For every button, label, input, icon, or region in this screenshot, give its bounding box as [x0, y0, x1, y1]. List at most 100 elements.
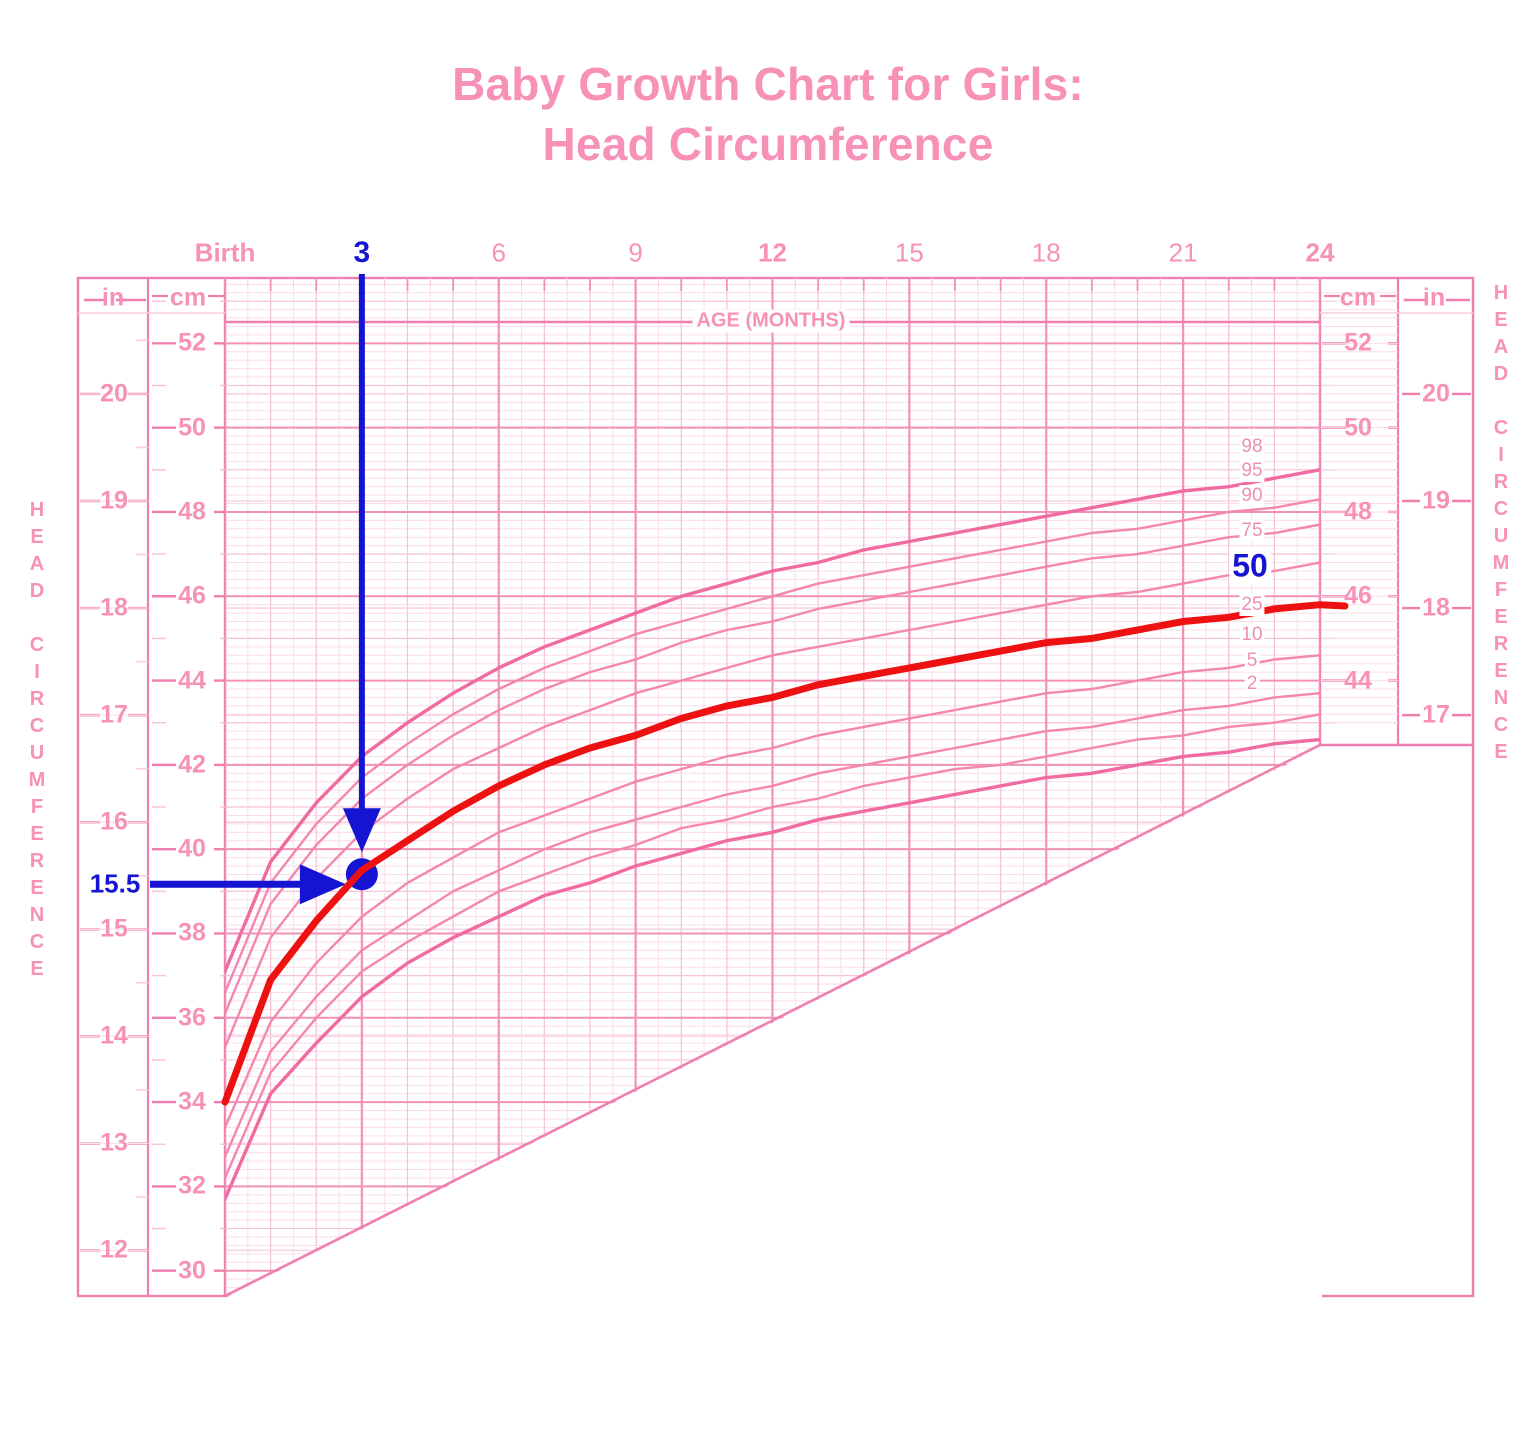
- x-tick-18: 18: [1031, 237, 1061, 268]
- vlabel-char: E: [1494, 660, 1508, 682]
- vlabel-char: M: [1492, 552, 1510, 574]
- percentile-marker-label: 50: [1229, 547, 1271, 585]
- percentile-curve-5: [225, 713, 1320, 1180]
- y-tick-in-13: 13: [100, 1128, 128, 1157]
- x-tick-21: 21: [1168, 237, 1198, 268]
- percentile-label-95: 95: [1239, 460, 1265, 482]
- value-arrow-head: [299, 864, 346, 905]
- x-tick-6: 6: [491, 237, 506, 268]
- vlabel-char: N: [1493, 687, 1509, 709]
- age-marker-label: 3: [353, 236, 371, 269]
- percentile-curve-95: [225, 498, 1320, 994]
- x-tick-Birth: Birth: [194, 237, 256, 268]
- vlabel-char: R: [29, 688, 45, 710]
- unit-label-right-in: in: [1422, 283, 1446, 312]
- percentile-label-90: 90: [1239, 485, 1265, 507]
- vlabel-char: C: [29, 931, 45, 953]
- vlabel-char: E: [30, 823, 44, 845]
- y-tick-cm-36: 36: [178, 1003, 206, 1032]
- y-tick-in-14: 14: [100, 1021, 128, 1050]
- y-tick-cm-38: 38: [178, 918, 206, 947]
- y-tick-in-19: 19: [100, 486, 128, 515]
- vlabel-char: F: [30, 796, 44, 818]
- vlabel-char: E: [30, 526, 44, 548]
- percentile-label-2: 2: [1244, 673, 1260, 695]
- y-tick-cm-44: 44: [178, 666, 206, 695]
- x-tick-9: 9: [628, 237, 643, 268]
- y-tick-right-in-20: 20: [1422, 379, 1450, 408]
- vlabel-char: D: [29, 580, 45, 602]
- vlabel-char: R: [29, 850, 45, 872]
- y-tick-cm-40: 40: [178, 834, 206, 863]
- y-tick-right-cm-44: 44: [1344, 666, 1372, 695]
- title-line-2: Head Circumference: [542, 117, 994, 170]
- vlabel-char: A: [29, 553, 45, 575]
- percentile-curve-2: [225, 737, 1320, 1201]
- unit-label-left-in: in: [101, 283, 125, 312]
- percentile-curves: [225, 468, 1320, 1201]
- page-title: Baby Growth Chart for Girls: Head Circum…: [0, 55, 1536, 175]
- y-tick-right-in-19: 19: [1422, 486, 1450, 515]
- x-axis-label: AGE (MONTHS): [692, 309, 850, 333]
- vlabel-char: C: [1493, 714, 1509, 736]
- y-tick-right-cm-50: 50: [1344, 413, 1372, 442]
- vlabel-char: C: [1493, 417, 1509, 439]
- vlabel-char: D: [1493, 363, 1509, 385]
- y-tick-cm-42: 42: [178, 750, 206, 779]
- vlabel-char: R: [1493, 633, 1509, 655]
- vlabel-char: F: [1494, 579, 1508, 601]
- percentile-label-98: 98: [1239, 436, 1265, 458]
- vlabel-char: C: [29, 715, 45, 737]
- percentile-label-5: 5: [1244, 650, 1260, 672]
- vlabel-char: E: [1494, 741, 1508, 763]
- vlabel-char: E: [30, 877, 44, 899]
- x-tick-12: 12: [758, 237, 787, 268]
- y-tick-in-17: 17: [100, 700, 128, 729]
- x-tick-15: 15: [894, 237, 924, 268]
- plotted-growth-curve: [221, 601, 1349, 1106]
- age-arrow-head: [342, 808, 381, 853]
- y-tick-in-18: 18: [100, 593, 128, 622]
- vlabel-char: A: [1493, 336, 1509, 358]
- y-tick-in-12: 12: [100, 1235, 128, 1264]
- percentile-label-25: 25: [1239, 594, 1265, 616]
- annotation-arrows: [150, 274, 381, 905]
- vlabel-char: U: [29, 742, 45, 764]
- y-tick-right-cm-48: 48: [1344, 497, 1372, 526]
- y-tick-in-16: 16: [100, 807, 128, 836]
- y-tick-in-20: 20: [100, 379, 128, 408]
- vlabel-char: H: [29, 499, 45, 521]
- x-tick-24: 24: [1305, 237, 1335, 268]
- vlabel-char: E: [1494, 606, 1508, 628]
- vlabel-char: R: [1493, 471, 1509, 493]
- y-tick-cm-52: 52: [178, 328, 206, 357]
- vlabel-char: C: [29, 634, 45, 656]
- vlabel-char: I: [34, 661, 40, 683]
- y-tick-cm-32: 32: [178, 1171, 206, 1200]
- lower-boundary-diagonal: [224, 743, 1322, 1298]
- y-tick-cm-48: 48: [178, 497, 206, 526]
- y-tick-right-cm-52: 52: [1344, 328, 1372, 357]
- y-tick-right-in-18: 18: [1422, 593, 1450, 622]
- vlabel-char: E: [1494, 309, 1508, 331]
- y-tick-right-in-17: 17: [1422, 700, 1450, 729]
- vlabel-char: M: [28, 769, 46, 791]
- y-tick-cm-50: 50: [178, 413, 206, 442]
- vlabel-char: E: [30, 958, 44, 980]
- vlabel-char: H: [1493, 282, 1509, 304]
- vlabel-char: U: [1493, 525, 1509, 547]
- measurement-marker-label: 15.5: [89, 868, 141, 899]
- percentile-label-10: 10: [1239, 624, 1265, 646]
- vlabel-char: C: [1493, 498, 1509, 520]
- percentile-curve-10: [225, 692, 1320, 1159]
- y-tick-right-cm-46: 46: [1344, 581, 1372, 610]
- title-line-1: Baby Growth Chart for Girls:: [452, 58, 1084, 110]
- percentile-label-75: 75: [1239, 520, 1265, 542]
- percentile-curve-75: [225, 561, 1320, 1049]
- vlabel-char: N: [29, 904, 45, 926]
- y-tick-cm-46: 46: [178, 581, 206, 610]
- y-tick-cm-30: 30: [178, 1256, 206, 1285]
